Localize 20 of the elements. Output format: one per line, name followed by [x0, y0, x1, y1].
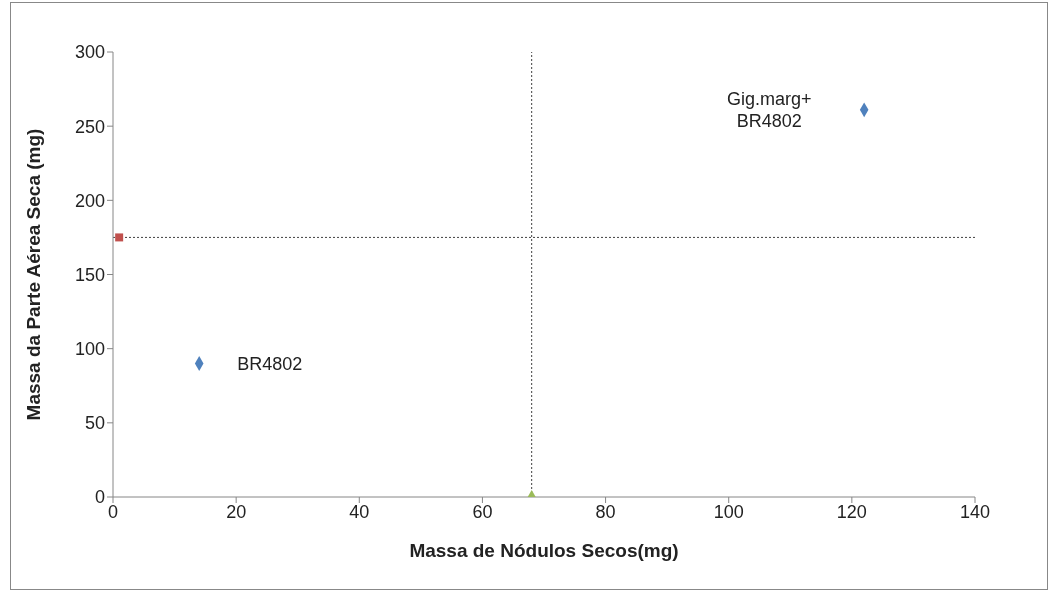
- x-axis-title: Massa de Nódulos Secos(mg): [409, 540, 679, 561]
- y-tick-label: 250: [74, 116, 105, 137]
- y-axis-title: Massa da Parte Aérea Seca (mg): [22, 128, 44, 421]
- y-tick-label: 0: [94, 487, 105, 508]
- x-tick-label: 0: [107, 501, 119, 522]
- x-tick-label: 140: [959, 501, 991, 522]
- x-tick-label: 40: [349, 501, 370, 522]
- x-tick-label: 60: [472, 501, 493, 522]
- y-tick-label: 200: [74, 190, 105, 211]
- x-tick-label: 100: [713, 501, 744, 522]
- x-tick-label: 20: [226, 501, 247, 522]
- y-tick-label: 50: [84, 413, 105, 434]
- x-tick-label: 120: [836, 501, 867, 522]
- y-tick-label: 100: [74, 339, 105, 360]
- annotation: BR4802: [237, 353, 303, 374]
- annotation: Gig.marg+ BR4802: [726, 88, 812, 131]
- point: [115, 233, 124, 242]
- y-tick-label: 150: [74, 264, 105, 285]
- x-tick-label: 80: [595, 501, 616, 522]
- y-tick-label: 300: [74, 42, 105, 63]
